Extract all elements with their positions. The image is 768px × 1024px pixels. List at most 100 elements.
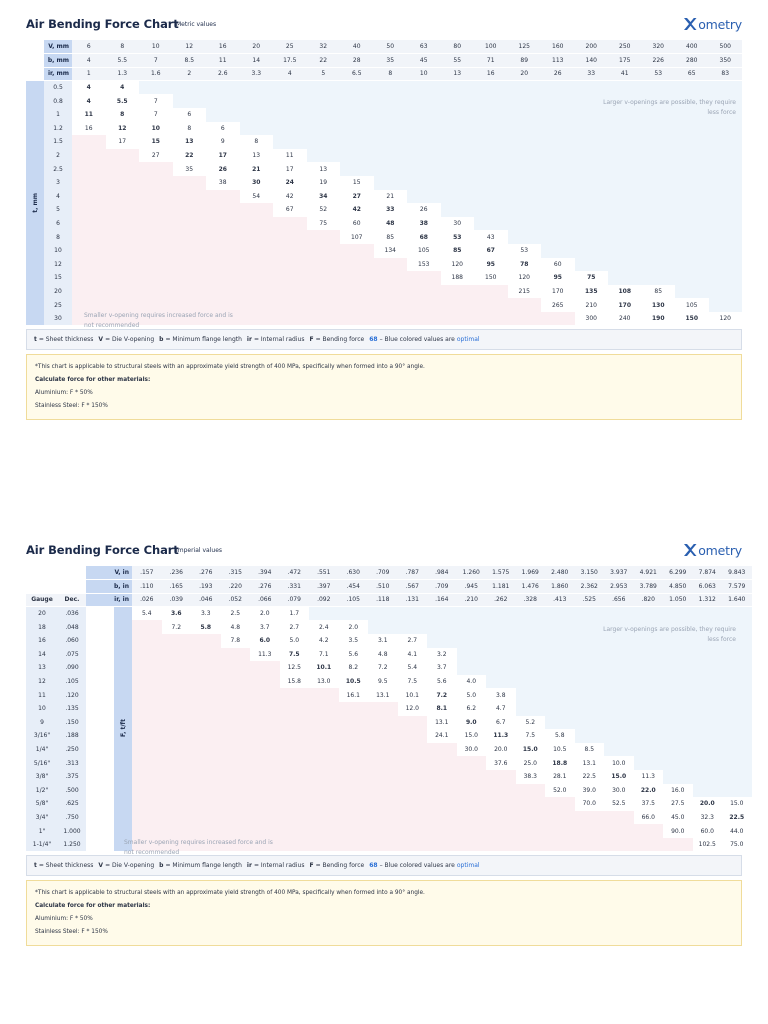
force-cell: 42 — [340, 203, 374, 217]
gauge-value: 20 — [26, 606, 58, 621]
empty-cell — [161, 756, 192, 770]
force-cell: 18.8 — [545, 756, 575, 770]
force-cell: 28.1 — [545, 769, 575, 784]
force-cell: 67 — [474, 243, 508, 258]
header-cell-v-mm: 80 — [440, 40, 474, 55]
thickness-axis-label: t, mm — [26, 80, 44, 326]
empty-cell — [633, 620, 664, 634]
header-cell-ir-in: 1.640 — [722, 593, 752, 608]
empty-cell — [407, 148, 441, 163]
empty-cell — [633, 742, 664, 757]
header-cell-b-mm: 140 — [574, 53, 608, 68]
empty-cell — [675, 243, 709, 258]
force-cell: 2.0 — [250, 606, 280, 621]
table-row: 11.120 16.1 13.1 10.1 7.2 5.0 3.8 — [26, 688, 752, 702]
header-cell-v-mm: 400 — [675, 40, 709, 55]
empty-cell — [250, 729, 280, 743]
empty-cell — [427, 824, 457, 838]
empty-cell — [545, 606, 575, 621]
empty-cell — [456, 810, 487, 825]
empty-cell — [338, 729, 369, 743]
corner-cell — [26, 53, 44, 68]
applicability-note: *This chart is applicable to structural … — [35, 890, 425, 897]
empty-cell — [515, 701, 546, 716]
force-cell: 13.0 — [309, 674, 339, 689]
empty-cell — [220, 756, 251, 770]
header-cell-v-in: 1.575 — [486, 566, 516, 581]
header-cell-v-in: 2.480 — [545, 566, 575, 581]
force-cell: 10.1 — [397, 688, 428, 702]
gauge-value: 10 — [26, 701, 58, 716]
corner-cell — [26, 566, 58, 581]
empty-cell — [456, 783, 487, 798]
thickness-value: 20 — [44, 284, 72, 299]
empty-cell — [427, 633, 457, 648]
empty-cell — [220, 837, 251, 852]
header-cell-v-in: .157 — [132, 566, 162, 581]
force-cell: 9.0 — [456, 715, 487, 730]
force-cell: 210 — [574, 298, 608, 312]
force-cell: 120 — [708, 311, 742, 326]
empty-cell — [250, 688, 280, 702]
empty-cell — [545, 688, 575, 702]
empty-cell — [161, 715, 192, 730]
empty-cell — [206, 243, 240, 258]
empty-cell — [368, 701, 398, 716]
header-row-ir-in: Gauge Dec. ir, in .026.039.046.052.066.079.… — [26, 593, 752, 608]
header-cell-ir-in: .656 — [604, 593, 634, 608]
legend-t: t — [34, 862, 37, 870]
empty-cell — [474, 107, 508, 122]
empty-cell — [608, 162, 642, 176]
header-cell-b-mm: 71 — [474, 53, 508, 68]
empty-cell — [663, 674, 693, 689]
empty-cell — [220, 729, 251, 743]
gauge-value: 3/8" — [26, 769, 58, 784]
empty-cell — [486, 797, 516, 811]
empty-cell — [340, 148, 374, 163]
header-cell-ir-in: .210 — [456, 593, 487, 608]
force-axis-label: F, t/ft — [114, 606, 133, 852]
empty-cell — [306, 80, 340, 95]
empty-cell — [273, 243, 307, 258]
empty-cell — [427, 756, 457, 770]
force-cell: 15.0 — [456, 729, 487, 743]
empty-cell — [456, 837, 487, 852]
spacer-column — [86, 606, 114, 852]
title-separator: · — [167, 546, 169, 553]
empty-cell — [604, 606, 634, 621]
legend-t-def: = Sheet thickness — [38, 336, 94, 344]
empty-cell — [172, 284, 206, 299]
empty-cell — [279, 715, 310, 730]
header-cell-b-in: .945 — [456, 579, 487, 594]
xometry-logo[interactable]: ometry — [683, 14, 742, 34]
empty-cell — [250, 742, 280, 757]
empty-cell — [338, 742, 369, 757]
force-cell: 8.5 — [574, 742, 605, 757]
force-cell: 3.3 — [191, 606, 221, 621]
empty-cell — [440, 284, 474, 299]
empty-cell — [191, 729, 221, 743]
empty-cell — [407, 135, 441, 149]
header-cell-b-mm: 175 — [608, 53, 642, 68]
table-row: 1/4" .250 30.0 20.0 15.0 10.5 8.5 — [26, 742, 752, 757]
empty-cell — [604, 647, 634, 662]
header-cell-b-mm: 8.5 — [172, 53, 206, 68]
empty-cell — [427, 742, 457, 757]
empty-cell — [139, 80, 173, 95]
force-cell: 8.1 — [427, 701, 457, 716]
empty-cell — [368, 797, 398, 811]
empty-cell — [675, 284, 709, 299]
table-row: 14.075 11.3 7.5 7.1 5.6 4.8 4.1 3.2 — [26, 647, 752, 662]
decimal-value: .120 — [58, 688, 86, 702]
decimal-value: .375 — [58, 769, 86, 784]
empty-cell — [633, 633, 664, 648]
force-cell: 12.5 — [279, 661, 310, 675]
force-cell: 7.2 — [161, 620, 192, 634]
gauge-value: 1/4" — [26, 742, 58, 757]
force-cell: 13 — [239, 148, 273, 163]
xometry-logo[interactable]: ometry — [683, 540, 742, 560]
applicability-note: *This chart is applicable to structural … — [35, 364, 425, 371]
force-cell: 10 — [139, 121, 173, 136]
header-cell-v-mm: 125 — [507, 40, 541, 55]
empty-cell — [338, 783, 369, 798]
